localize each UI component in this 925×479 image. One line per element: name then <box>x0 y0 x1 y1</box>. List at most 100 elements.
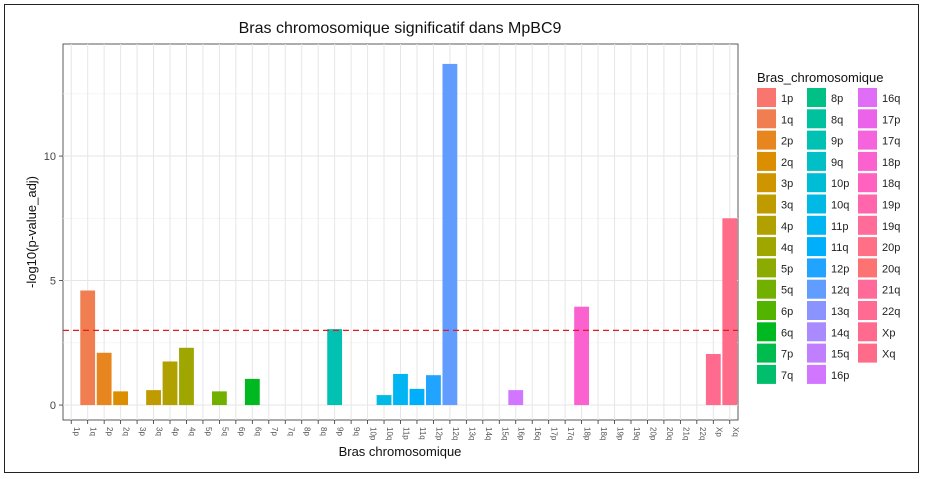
legend-title: Bras_chromosomique <box>757 70 883 85</box>
legend-key-5p <box>757 258 776 278</box>
bar-4p <box>162 361 178 406</box>
x-tick-label: 20p <box>648 427 657 441</box>
legend-key-14q <box>807 322 826 342</box>
x-tick-label: 6p <box>237 427 246 436</box>
legend-label: 11p <box>831 221 849 233</box>
bar-2p <box>96 352 112 406</box>
legend-key-20p <box>858 237 877 257</box>
legend-label: 20p <box>882 242 900 254</box>
x-tick-label: 1p <box>72 427 81 436</box>
legend-key-17q <box>858 130 877 150</box>
legend-key-8p <box>807 88 826 107</box>
bar-9p <box>327 329 343 406</box>
y-axis-ticks: 0 5 10 <box>44 151 63 412</box>
legend-label: 18q <box>882 178 900 190</box>
legend-label: 3p <box>781 178 793 190</box>
legend-label: 8p <box>831 93 843 105</box>
legend-label: 17p <box>882 114 900 126</box>
legend-key-6p <box>757 301 776 320</box>
legend-label: 11q <box>831 242 849 254</box>
x-tick-label: 15q <box>500 427 509 440</box>
legend-key-11q <box>807 237 826 257</box>
legend-label: Xp <box>882 327 895 339</box>
legend-label: 10p <box>831 178 849 190</box>
legend-key-7p <box>757 343 776 363</box>
legend-key-10q <box>807 194 826 214</box>
bar-3q <box>146 390 161 406</box>
x-tick-label: 17q <box>566 427 575 440</box>
legend-label: 19q <box>882 221 900 233</box>
legend-key-16p <box>807 364 826 384</box>
legend-key-12q <box>807 279 826 299</box>
legend-key-8q <box>807 109 826 129</box>
legend-key-1p <box>757 88 776 107</box>
x-tick-label: 18q <box>599 427 608 440</box>
legend-label: 1q <box>781 114 793 126</box>
x-tick-label: 12q <box>451 427 460 440</box>
x-tick-label: Xp <box>714 427 723 437</box>
bar-12q <box>442 63 458 406</box>
bar-Xp <box>705 354 721 406</box>
x-tick-label: 5p <box>204 427 213 436</box>
bars <box>80 63 738 406</box>
legend-key-21q <box>858 279 877 299</box>
bar-16p <box>508 390 524 406</box>
x-tick-label: Xq <box>731 427 740 437</box>
legend-label: 6p <box>781 306 793 318</box>
legend-label: 20q <box>882 263 900 275</box>
legend-key-2p <box>757 130 776 150</box>
y-axis-title: -log10(p-value_adj) <box>24 176 39 288</box>
legend: 1p 1q 2p 2q 3p 3q 4p 4q 5p 5q 6p 6q 7p 7q 8p 8q 9p 9q 10p 1… <box>757 88 900 384</box>
legend-label: 9q <box>831 157 843 169</box>
chart-frame <box>4 4 919 473</box>
bar-5q <box>211 391 227 406</box>
bar-11p <box>393 373 408 406</box>
x-tick-label: 11p <box>402 427 411 440</box>
legend-label: 9p <box>831 136 843 148</box>
legend-label: 2p <box>781 136 793 148</box>
x-tick-label: 11q <box>418 427 427 440</box>
legend-label: 7p <box>781 349 793 361</box>
x-tick-label: 16p <box>517 427 526 441</box>
x-axis-ticks: 1p 1q 2p 2q 3p 3q 4p 4q 5p 5q 6p 6q 7p 7q 8p 8q 9p 9q 10p 1… <box>70 420 740 441</box>
legend-key-18q <box>858 173 877 193</box>
legend-label: 8q <box>831 114 843 126</box>
legend-label: 2q <box>781 157 793 169</box>
grid-lines <box>63 44 738 420</box>
legend-key-12p <box>807 258 826 278</box>
x-tick-label: 7q <box>286 427 295 436</box>
legend-key-20q <box>858 258 877 278</box>
legend-key-3q <box>757 194 776 214</box>
legend-key-17p <box>858 109 877 129</box>
legend-label: 6q <box>781 327 793 339</box>
legend-label: 19p <box>882 200 900 212</box>
x-tick-label: 4q <box>187 427 196 436</box>
x-tick-label: 9q <box>352 427 361 436</box>
legend-key-1q <box>757 109 776 129</box>
x-tick-label: 19p <box>616 427 625 441</box>
legend-label: 22q <box>882 306 900 318</box>
x-tick-label: 22q <box>698 427 707 440</box>
x-tick-label: 17p <box>550 427 559 441</box>
legend-key-2q <box>757 151 776 171</box>
x-tick-label: 10q <box>385 427 394 440</box>
x-tick-label: 7p <box>270 427 279 436</box>
x-tick-label: 8p <box>303 427 312 436</box>
legend-label: 12p <box>831 263 849 275</box>
bar-10q <box>376 395 392 406</box>
bar-Xq <box>722 218 738 406</box>
x-tick-label: 3q <box>155 427 164 436</box>
legend-key-19q <box>858 215 877 235</box>
legend-key-18p <box>858 151 877 171</box>
x-tick-label: 8q <box>319 427 328 436</box>
chart-title: Bras chromosomique significatif dans MpB… <box>239 20 562 37</box>
legend-label: 21q <box>882 285 900 297</box>
x-tick-label: 4p <box>171 427 180 436</box>
x-tick-label: 18p <box>583 427 592 441</box>
y-tick-label: 10 <box>44 151 56 163</box>
x-tick-label: 13q <box>467 427 476 440</box>
x-tick-label: 5q <box>220 427 229 436</box>
x-tick-label: 10p <box>369 427 378 441</box>
x-tick-label: 2q <box>122 427 131 436</box>
